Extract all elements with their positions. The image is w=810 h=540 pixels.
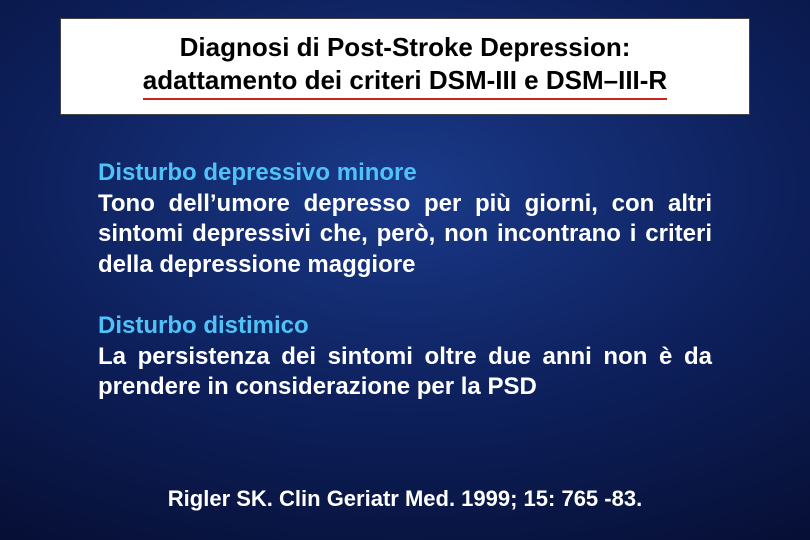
title-line-1: Diagnosi di Post-Stroke Depression: bbox=[85, 31, 725, 64]
heading-dysthymic: Disturbo distimico bbox=[98, 311, 712, 342]
block-dysthymic: Disturbo distimico La persistenza dei si… bbox=[98, 311, 712, 403]
slide: Diagnosi di Post-Stroke Depression: adat… bbox=[0, 0, 810, 540]
title-line-2-wrap: adattamento dei criteri DSM-III e DSM–II… bbox=[85, 64, 725, 101]
text-minor-depression: Tono dell’umore depresso per più giorni,… bbox=[98, 189, 712, 281]
text-dysthymic: La persistenza dei sintomi oltre due ann… bbox=[98, 342, 712, 403]
block-minor-depression: Disturbo depressivo minore Tono dell’umo… bbox=[98, 158, 712, 281]
title-line-2: adattamento dei criteri DSM-III e DSM–II… bbox=[143, 64, 667, 101]
content-area: Disturbo depressivo minore Tono dell’umo… bbox=[98, 158, 712, 433]
heading-minor-depression: Disturbo depressivo minore bbox=[98, 158, 712, 189]
citation: Rigler SK. Clin Geriatr Med. 1999; 15: 7… bbox=[0, 486, 810, 512]
title-box: Diagnosi di Post-Stroke Depression: adat… bbox=[60, 18, 750, 115]
